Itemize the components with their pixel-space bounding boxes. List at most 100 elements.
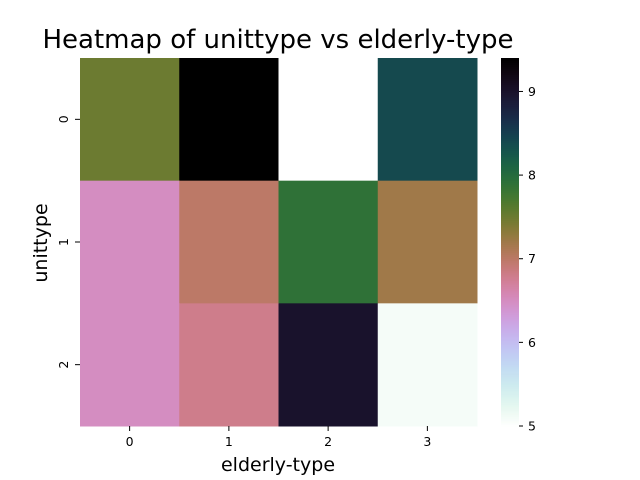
colorbar-segment [501,286,519,289]
colorbar-segment [501,420,519,423]
colorbar-segment [501,334,519,337]
colorbar-segment [501,348,519,351]
colorbar-segment [501,318,519,321]
colorbar-segment [501,252,519,255]
colorbar-segment [501,196,519,199]
colorbar-segment [501,228,519,231]
colorbar-segment [501,236,519,239]
colorbar-segment [501,366,519,369]
colorbar-segment [501,220,519,223]
colorbar-segment [501,186,519,189]
colorbar-segment [501,208,519,211]
colorbar-segment [501,332,519,335]
colorbar-segment [501,300,519,303]
heatmap-cell-0-0 [80,58,180,182]
colorbar-segment [501,248,519,251]
colorbar-segment [501,390,519,393]
colorbar-segment [501,206,519,209]
colorbar-segment [501,372,519,375]
colorbar-segment [501,126,519,129]
colorbar-segment [501,60,519,63]
colorbar-segment [501,200,519,203]
colorbar-segment [501,62,519,65]
heatmap-cell-0-2 [278,58,379,182]
heatmap-cell-1-0 [80,180,180,304]
colorbar-segment [501,322,519,325]
colorbar-segment [501,124,519,127]
colorbar-segment [501,282,519,285]
colorbar-segment [501,400,519,403]
colorbar-segment [501,194,519,197]
colorbar-tick-label: 7 [528,251,536,266]
colorbar-segment [501,266,519,269]
colorbar-segment [501,328,519,331]
colorbar-segment [501,88,519,91]
colorbar-segment [501,92,519,95]
colorbar-segment [501,346,519,349]
colorbar-segment [501,168,519,171]
colorbar-segment [501,212,519,215]
colorbar-segment [501,202,519,205]
colorbar-segment [501,398,519,401]
colorbar-segment [501,374,519,377]
colorbar-segment [501,98,519,101]
colorbar-segment [501,250,519,253]
y-tick-label: 1 [56,238,71,246]
colorbar-segment [501,160,519,163]
x-axis-ticks: 0 1 2 3 [126,426,431,449]
colorbar-segment [501,162,519,165]
colorbar-segment [501,368,519,371]
colorbar-segment [501,338,519,341]
x-tick-label: 1 [225,434,233,449]
y-axis-ticks: 0 1 2 [56,115,80,369]
colorbar-segment [501,238,519,241]
colorbar-segment [501,242,519,245]
colorbar-segment [501,118,519,121]
colorbar-segment [501,166,519,169]
colorbar-segment [501,304,519,307]
colorbar-segment [501,294,519,297]
colorbar-ticks: 5 6 7 8 9 [519,84,536,434]
chart-title: Heatmap of unittype vs elderly-type [43,25,514,55]
colorbar-segment [501,136,519,139]
colorbar-segment [501,314,519,317]
colorbar-segment [501,244,519,247]
colorbar-segment [501,290,519,293]
colorbar-segment [501,268,519,271]
heatmap-cell-1-3 [377,180,478,304]
colorbar-segment [501,214,519,217]
colorbar-segment [501,108,519,111]
colorbar-segment [501,260,519,263]
colorbar-segment [501,66,519,69]
colorbar-segment [501,84,519,87]
colorbar-segment [501,152,519,155]
heatmap-cell-1-1 [179,180,279,304]
colorbar-segment [501,364,519,367]
colorbar [501,58,519,427]
colorbar-segment [501,102,519,105]
colorbar-segment [501,362,519,365]
colorbar-segment [501,316,519,319]
colorbar-segment [501,360,519,363]
colorbar-segment [501,192,519,195]
colorbar-segment [501,350,519,353]
colorbar-segment [501,326,519,329]
colorbar-segment [501,376,519,379]
colorbar-segment [501,404,519,407]
colorbar-segment [501,172,519,175]
colorbar-segment [501,90,519,93]
colorbar-segment [501,144,519,147]
colorbar-segment [501,284,519,287]
colorbar-segment [501,422,519,425]
colorbar-segment [501,288,519,291]
colorbar-segment [501,134,519,137]
colorbar-segment [501,280,519,283]
heatmap-cell-2-1 [179,303,279,427]
x-tick-label: 3 [423,434,431,449]
colorbar-segment [501,352,519,355]
colorbar-tick-label: 5 [528,419,536,434]
colorbar-segment [501,204,519,207]
colorbar-segment [501,114,519,117]
colorbar-segment [501,272,519,275]
